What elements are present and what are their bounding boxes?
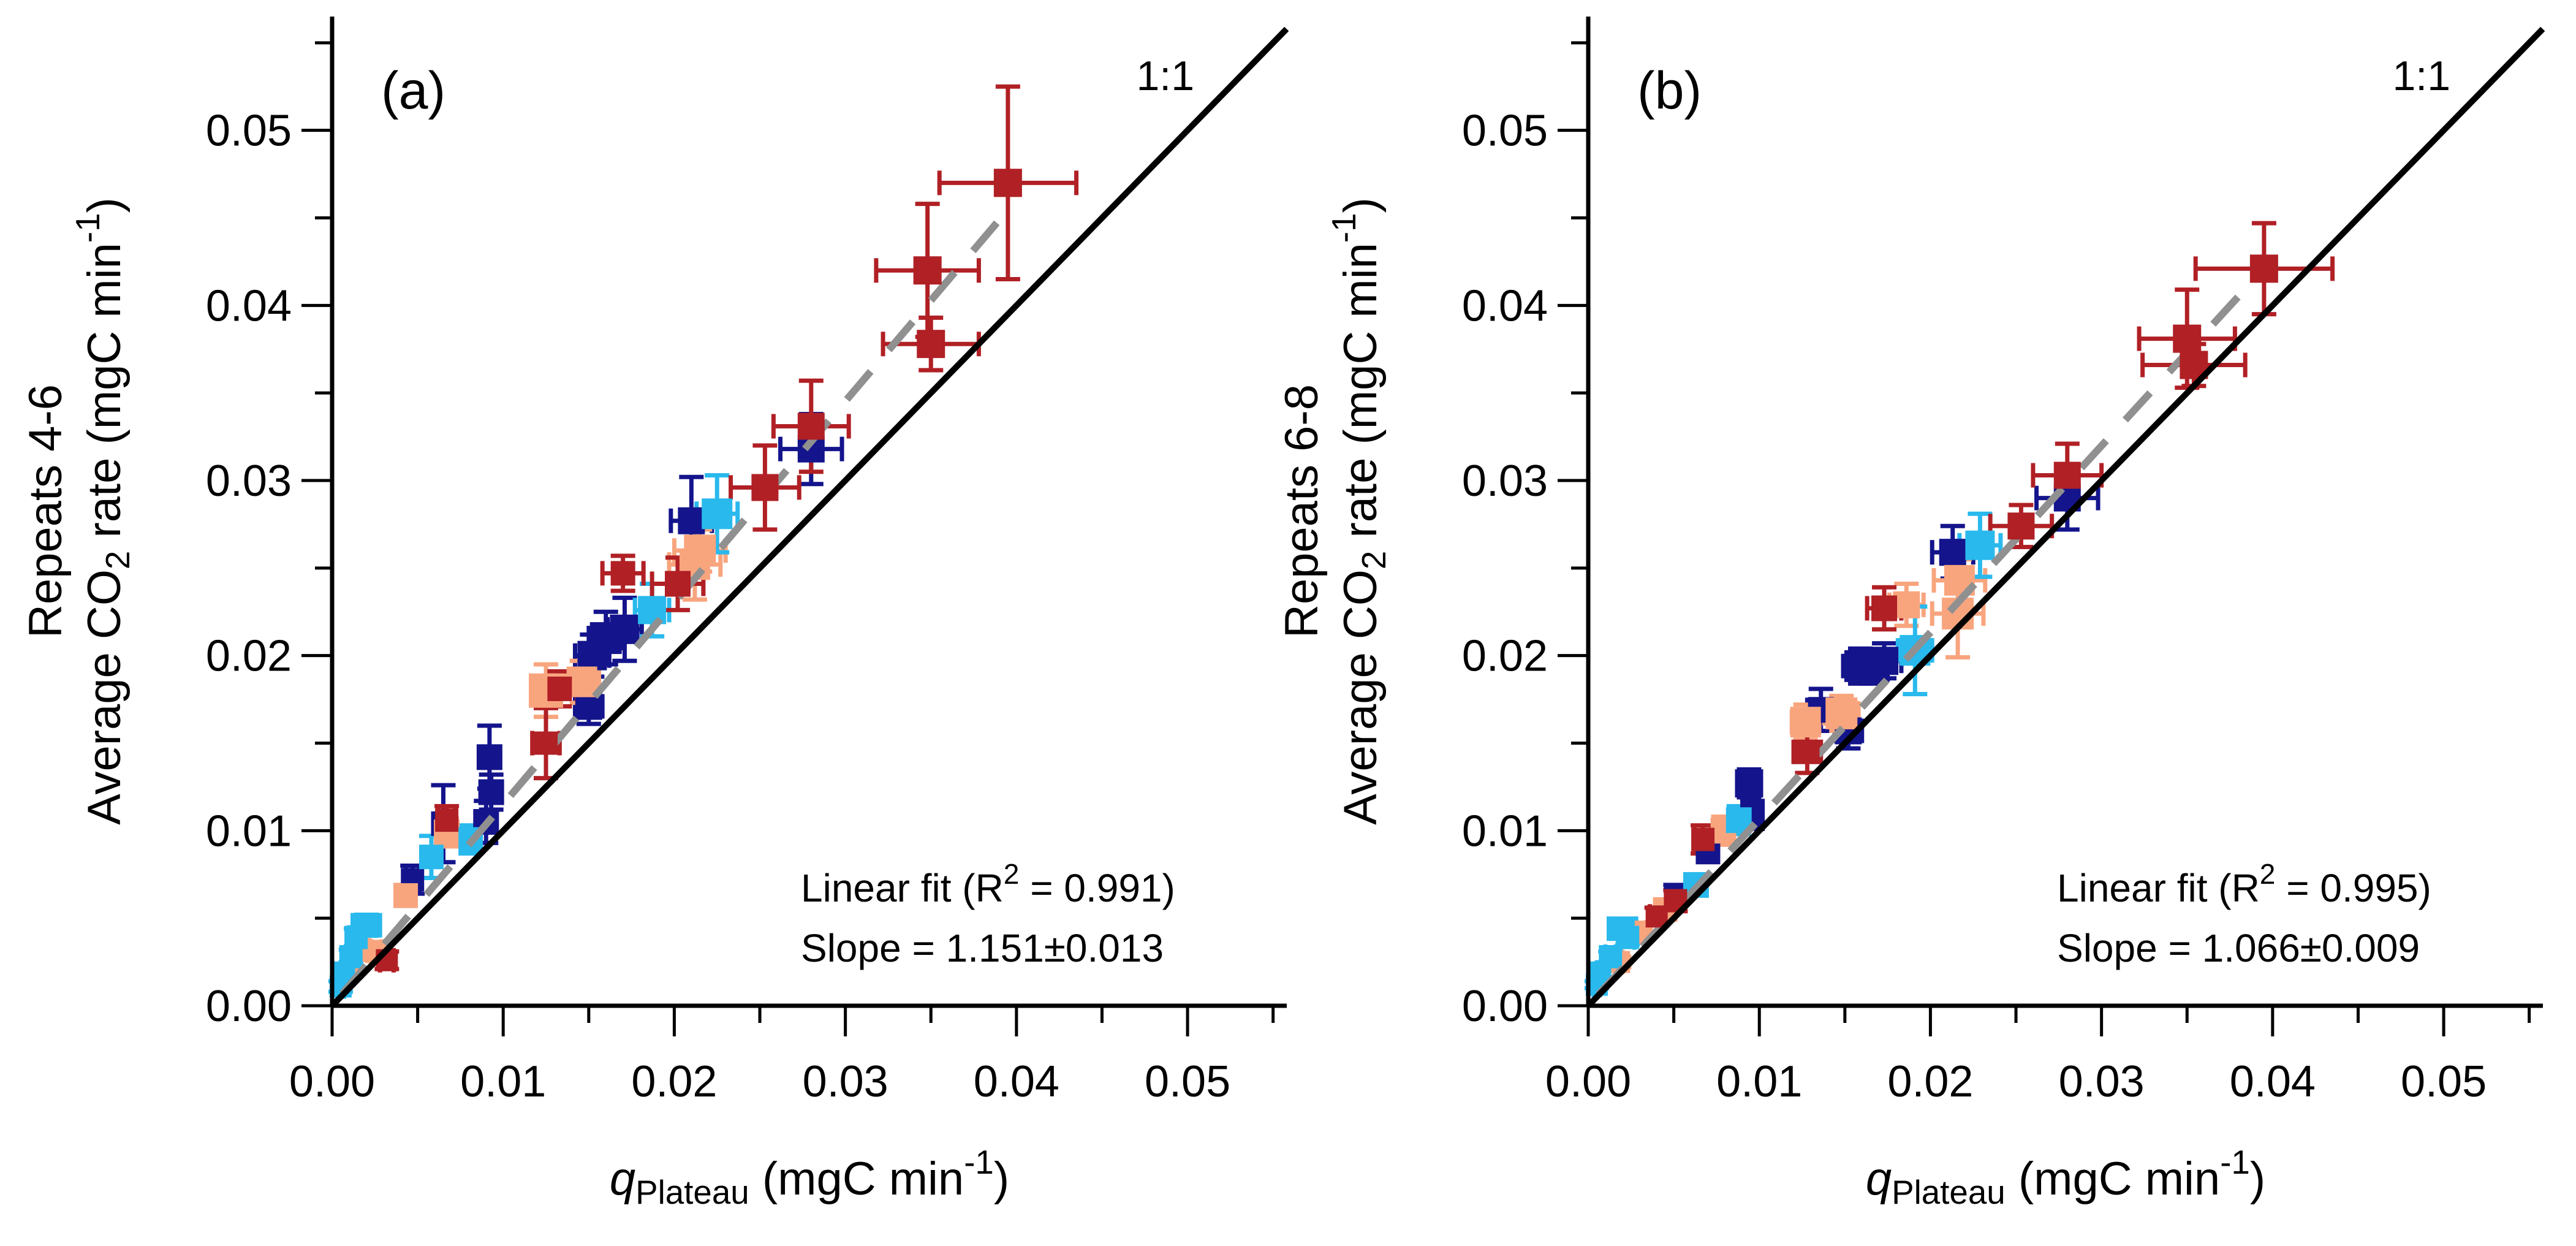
x-tick-label: 0.04 (2230, 1057, 2316, 1106)
data-point (2173, 324, 2202, 353)
data-point (534, 731, 558, 755)
y-tick-label: 0.03 (206, 457, 292, 506)
data-point (751, 474, 779, 501)
data-point (547, 676, 572, 701)
x-tick-label: 0.04 (974, 1057, 1059, 1106)
data-point (577, 640, 607, 670)
data-point (1735, 769, 1763, 798)
x-tick-label: 0.01 (460, 1057, 546, 1106)
data-point (665, 571, 691, 597)
skyblue-squares (329, 498, 733, 998)
legend-fit-r2: Linear fit (R2 = 0.995) (2057, 858, 2431, 910)
data-point (702, 498, 733, 530)
linear-fit-line (1596, 260, 2272, 997)
legend-slope: Slope = 1.151±0.013 (801, 926, 1164, 970)
x-tick-label: 0.00 (289, 1057, 375, 1106)
y-tick-label: 0.03 (1462, 457, 1548, 506)
data-point (2249, 254, 2278, 283)
data-point (1790, 707, 1821, 738)
x-tick-label: 0.00 (1545, 1057, 1631, 1106)
data-point (419, 845, 444, 870)
one-to-one-line (330, 26, 1289, 1008)
darkred-squares (376, 169, 1022, 971)
y-axis-title-line1: Repeats 4-6 (20, 384, 72, 638)
y-tick-label: 0.00 (206, 982, 292, 1031)
data-point (610, 561, 635, 586)
data-point (2053, 462, 2081, 489)
panel-letter: (a) (381, 61, 445, 120)
data-point (917, 330, 945, 359)
one-to-one-label: 1:1 (2392, 53, 2450, 99)
data-point (1893, 591, 1920, 618)
data-point (913, 256, 942, 285)
x-tick-label: 0.02 (1887, 1057, 1973, 1106)
data-point (1871, 595, 1898, 621)
y-tick-label: 0.05 (1462, 107, 1548, 156)
data-point (1965, 530, 1995, 560)
data-point (476, 744, 502, 770)
y-tick-label: 0.01 (1462, 807, 1548, 856)
legend-fit-r2: Linear fit (R2 = 0.991) (801, 858, 1175, 910)
data-point (1795, 739, 1820, 764)
y-tick-label: 0.05 (206, 107, 292, 156)
data-point (1691, 827, 1715, 851)
y-axis-title-line1: Repeats 6-8 (1276, 384, 1328, 638)
x-tick-label: 0.01 (1716, 1057, 1802, 1106)
panel-a: 0.00 0.00 0.01 0.01 0.02 0.02 0.03 0.03 0.04 0.04… (20, 17, 1289, 1211)
x-axis-title: qPlateau (mgC min-1) (610, 1143, 1009, 1211)
y-axis-title-line2: Average CO2 rate (mgC min-1) (69, 197, 137, 825)
x-tick-label: 0.02 (631, 1057, 717, 1106)
x-tick-label: 0.03 (2059, 1057, 2145, 1106)
y-axis-title-line2: Average CO2 rate (mgC min-1) (1325, 197, 1393, 825)
data-point (2007, 512, 2035, 540)
data-point (678, 507, 705, 534)
linear-fit-line (339, 201, 1016, 997)
navy-squares (401, 435, 825, 892)
data-point (1825, 697, 1858, 729)
data-point (638, 596, 667, 625)
y-tick-label: 0.04 (1462, 281, 1548, 330)
one-to-one-line (1586, 26, 2545, 1008)
data-point (393, 883, 419, 908)
y-tick-label: 0.01 (206, 807, 292, 856)
panel-letter: (b) (1637, 61, 1702, 120)
data-point (1844, 650, 1876, 682)
x-tick-label: 0.03 (803, 1057, 888, 1106)
data-point (478, 779, 504, 805)
x-axis-title: qPlateau (mgC min-1) (1866, 1143, 2265, 1211)
darkred-squares (1645, 254, 2278, 928)
panel-b: 0.00 0.00 0.01 0.01 0.02 0.02 0.03 0.03 0.04 0.04… (1276, 17, 2545, 1211)
legend-slope: Slope = 1.066±0.009 (2057, 926, 2420, 970)
one-to-one-label: 1:1 (1136, 53, 1194, 99)
data-point (435, 808, 459, 832)
x-tick-label: 0.05 (2401, 1057, 2487, 1106)
data-point (1939, 539, 1966, 566)
y-tick-label: 0.04 (206, 281, 292, 330)
y-tick-label: 0.02 (1462, 632, 1548, 681)
y-tick-label: 0.00 (1462, 982, 1548, 1031)
data-point (797, 412, 825, 440)
y-tick-label: 0.02 (206, 632, 292, 681)
data-point (993, 169, 1022, 197)
x-tick-label: 0.05 (1145, 1057, 1230, 1106)
